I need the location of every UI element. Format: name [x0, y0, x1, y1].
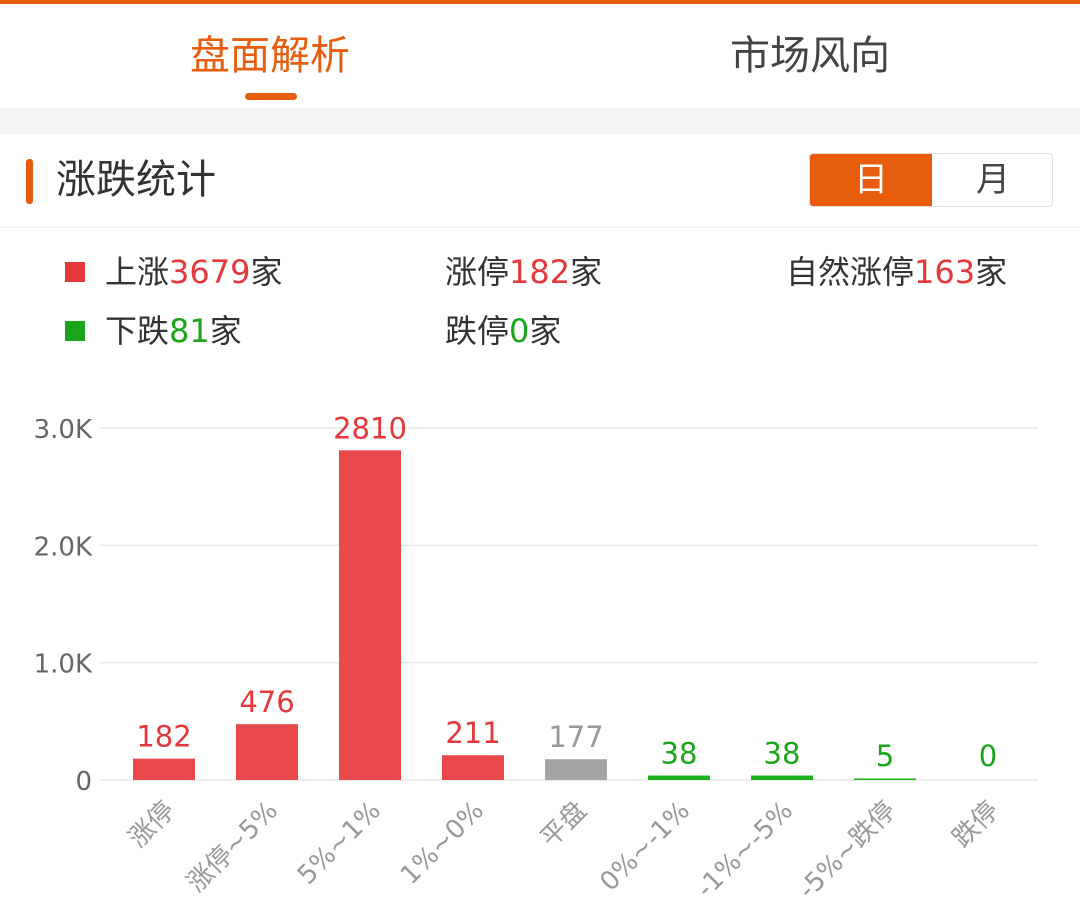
x-tick-label: 跌停 [947, 796, 1005, 854]
bar [339, 450, 401, 780]
period-toggle: 日 月 [809, 153, 1053, 207]
stat-natural-limit-up: 自然涨停163家 [786, 253, 1008, 291]
stat-rise-value: 3679 [169, 253, 251, 291]
bar-value-label: 5 [876, 739, 894, 773]
section-accent-bar [26, 159, 33, 204]
stat-natural-limit-up-value: 163 [914, 253, 976, 291]
y-tick-label: 1.0K [34, 650, 93, 680]
x-tick-label: 5%~1% [292, 796, 387, 891]
stat-limit-down: 跌停0家 [445, 312, 562, 350]
y-tick-label: 2.0K [34, 532, 93, 562]
section-header: 涨跌统计 日 月 [0, 134, 1080, 228]
bar [545, 759, 607, 780]
x-tick-label: -1%~-5% [691, 796, 799, 904]
tab-bar: 盘面解析 市场风向 [0, 4, 1080, 108]
bar [442, 755, 504, 780]
x-tick-label: 涨停 [123, 796, 181, 854]
toggle-month-button[interactable]: 月 [976, 160, 1010, 200]
bar-value-label: 2810 [333, 411, 407, 445]
stat-fall: 下跌81家 [105, 312, 242, 350]
x-tick-label: 平盘 [535, 796, 593, 854]
x-tick-label: -5%~跌停 [793, 796, 902, 905]
x-tick-label: 涨停~5% [181, 796, 284, 899]
fall-legend-square [65, 321, 85, 341]
stat-limit-down-value: 0 [509, 312, 530, 350]
stat-fall-value: 81 [169, 312, 210, 350]
bar [236, 724, 298, 780]
bar-value-label: 211 [445, 716, 500, 750]
bar-value-label: 177 [548, 720, 603, 754]
section-divider [0, 108, 1080, 134]
bar [854, 778, 916, 780]
tab-market-analysis[interactable]: 盘面解析 [190, 33, 350, 79]
bar-value-label: 38 [661, 737, 698, 771]
bar [648, 775, 710, 780]
bar-value-label: 38 [764, 737, 801, 771]
rise-legend-square [65, 262, 85, 282]
bar [133, 758, 195, 780]
y-tick-label: 0 [75, 767, 92, 797]
bar-value-label: 476 [239, 685, 294, 719]
top-accent-line [0, 0, 1080, 4]
x-tick-label: 1%~0% [395, 796, 490, 891]
section-title: 涨跌统计 [56, 157, 216, 203]
active-tab-indicator [245, 93, 297, 100]
stat-limit-up-value: 182 [509, 253, 571, 291]
bar [751, 775, 813, 780]
tab-market-trend[interactable]: 市场风向 [730, 33, 890, 79]
bar-value-label: 0 [979, 739, 997, 773]
x-tick-label: 0%~-1% [594, 796, 696, 898]
stat-rise: 上涨3679家 [105, 253, 283, 291]
bar-value-label: 182 [136, 720, 191, 754]
y-tick-label: 3.0K [34, 415, 93, 445]
stat-limit-up: 涨停182家 [445, 253, 603, 291]
toggle-day-button[interactable]: 日 [810, 154, 932, 206]
